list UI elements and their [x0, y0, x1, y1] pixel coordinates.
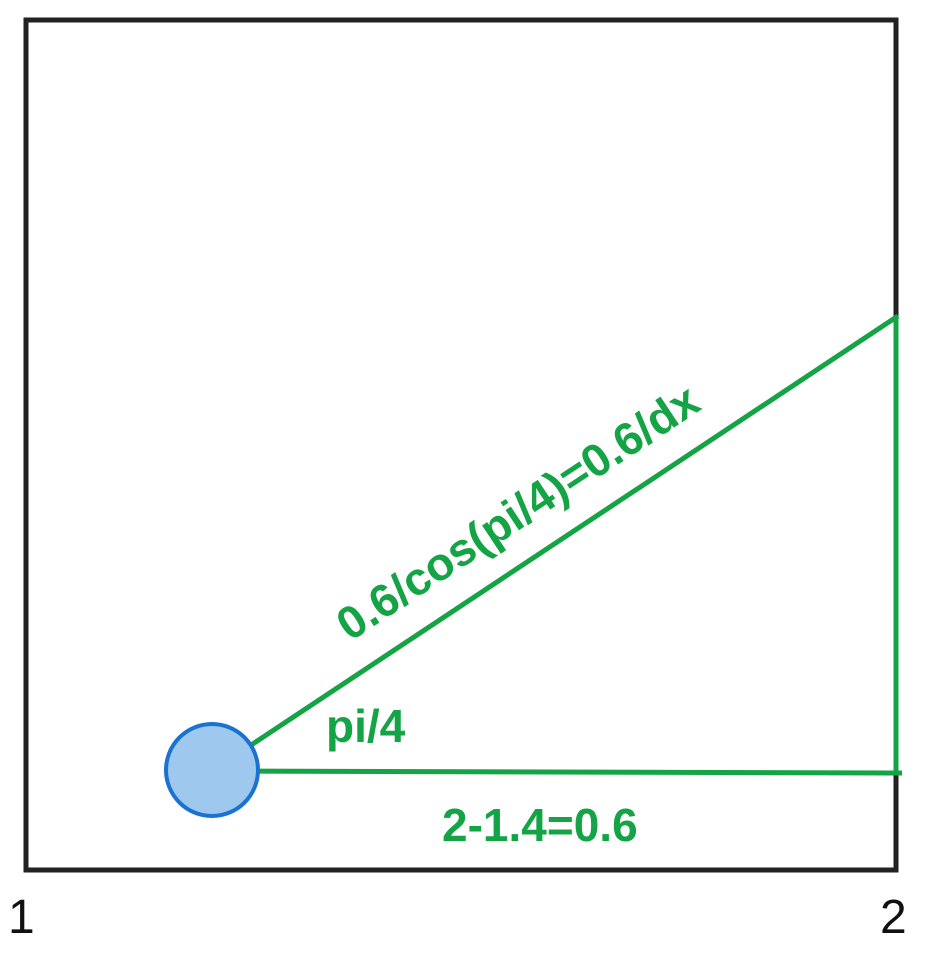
- triangle-base: [211, 768, 903, 776]
- hypotenuse-label: 0.6/cos(pi/4)=0.6/dx: [327, 373, 709, 650]
- particle-circle: [164, 722, 260, 818]
- boundary-square: [23, 17, 899, 873]
- axis-label-left: 1: [8, 891, 35, 944]
- axis-label-right: 2: [880, 891, 907, 944]
- triangle-hypotenuse: [210, 313, 900, 774]
- base-label: 2-1.4=0.6: [442, 799, 638, 851]
- angle-label: pi/4: [326, 700, 406, 752]
